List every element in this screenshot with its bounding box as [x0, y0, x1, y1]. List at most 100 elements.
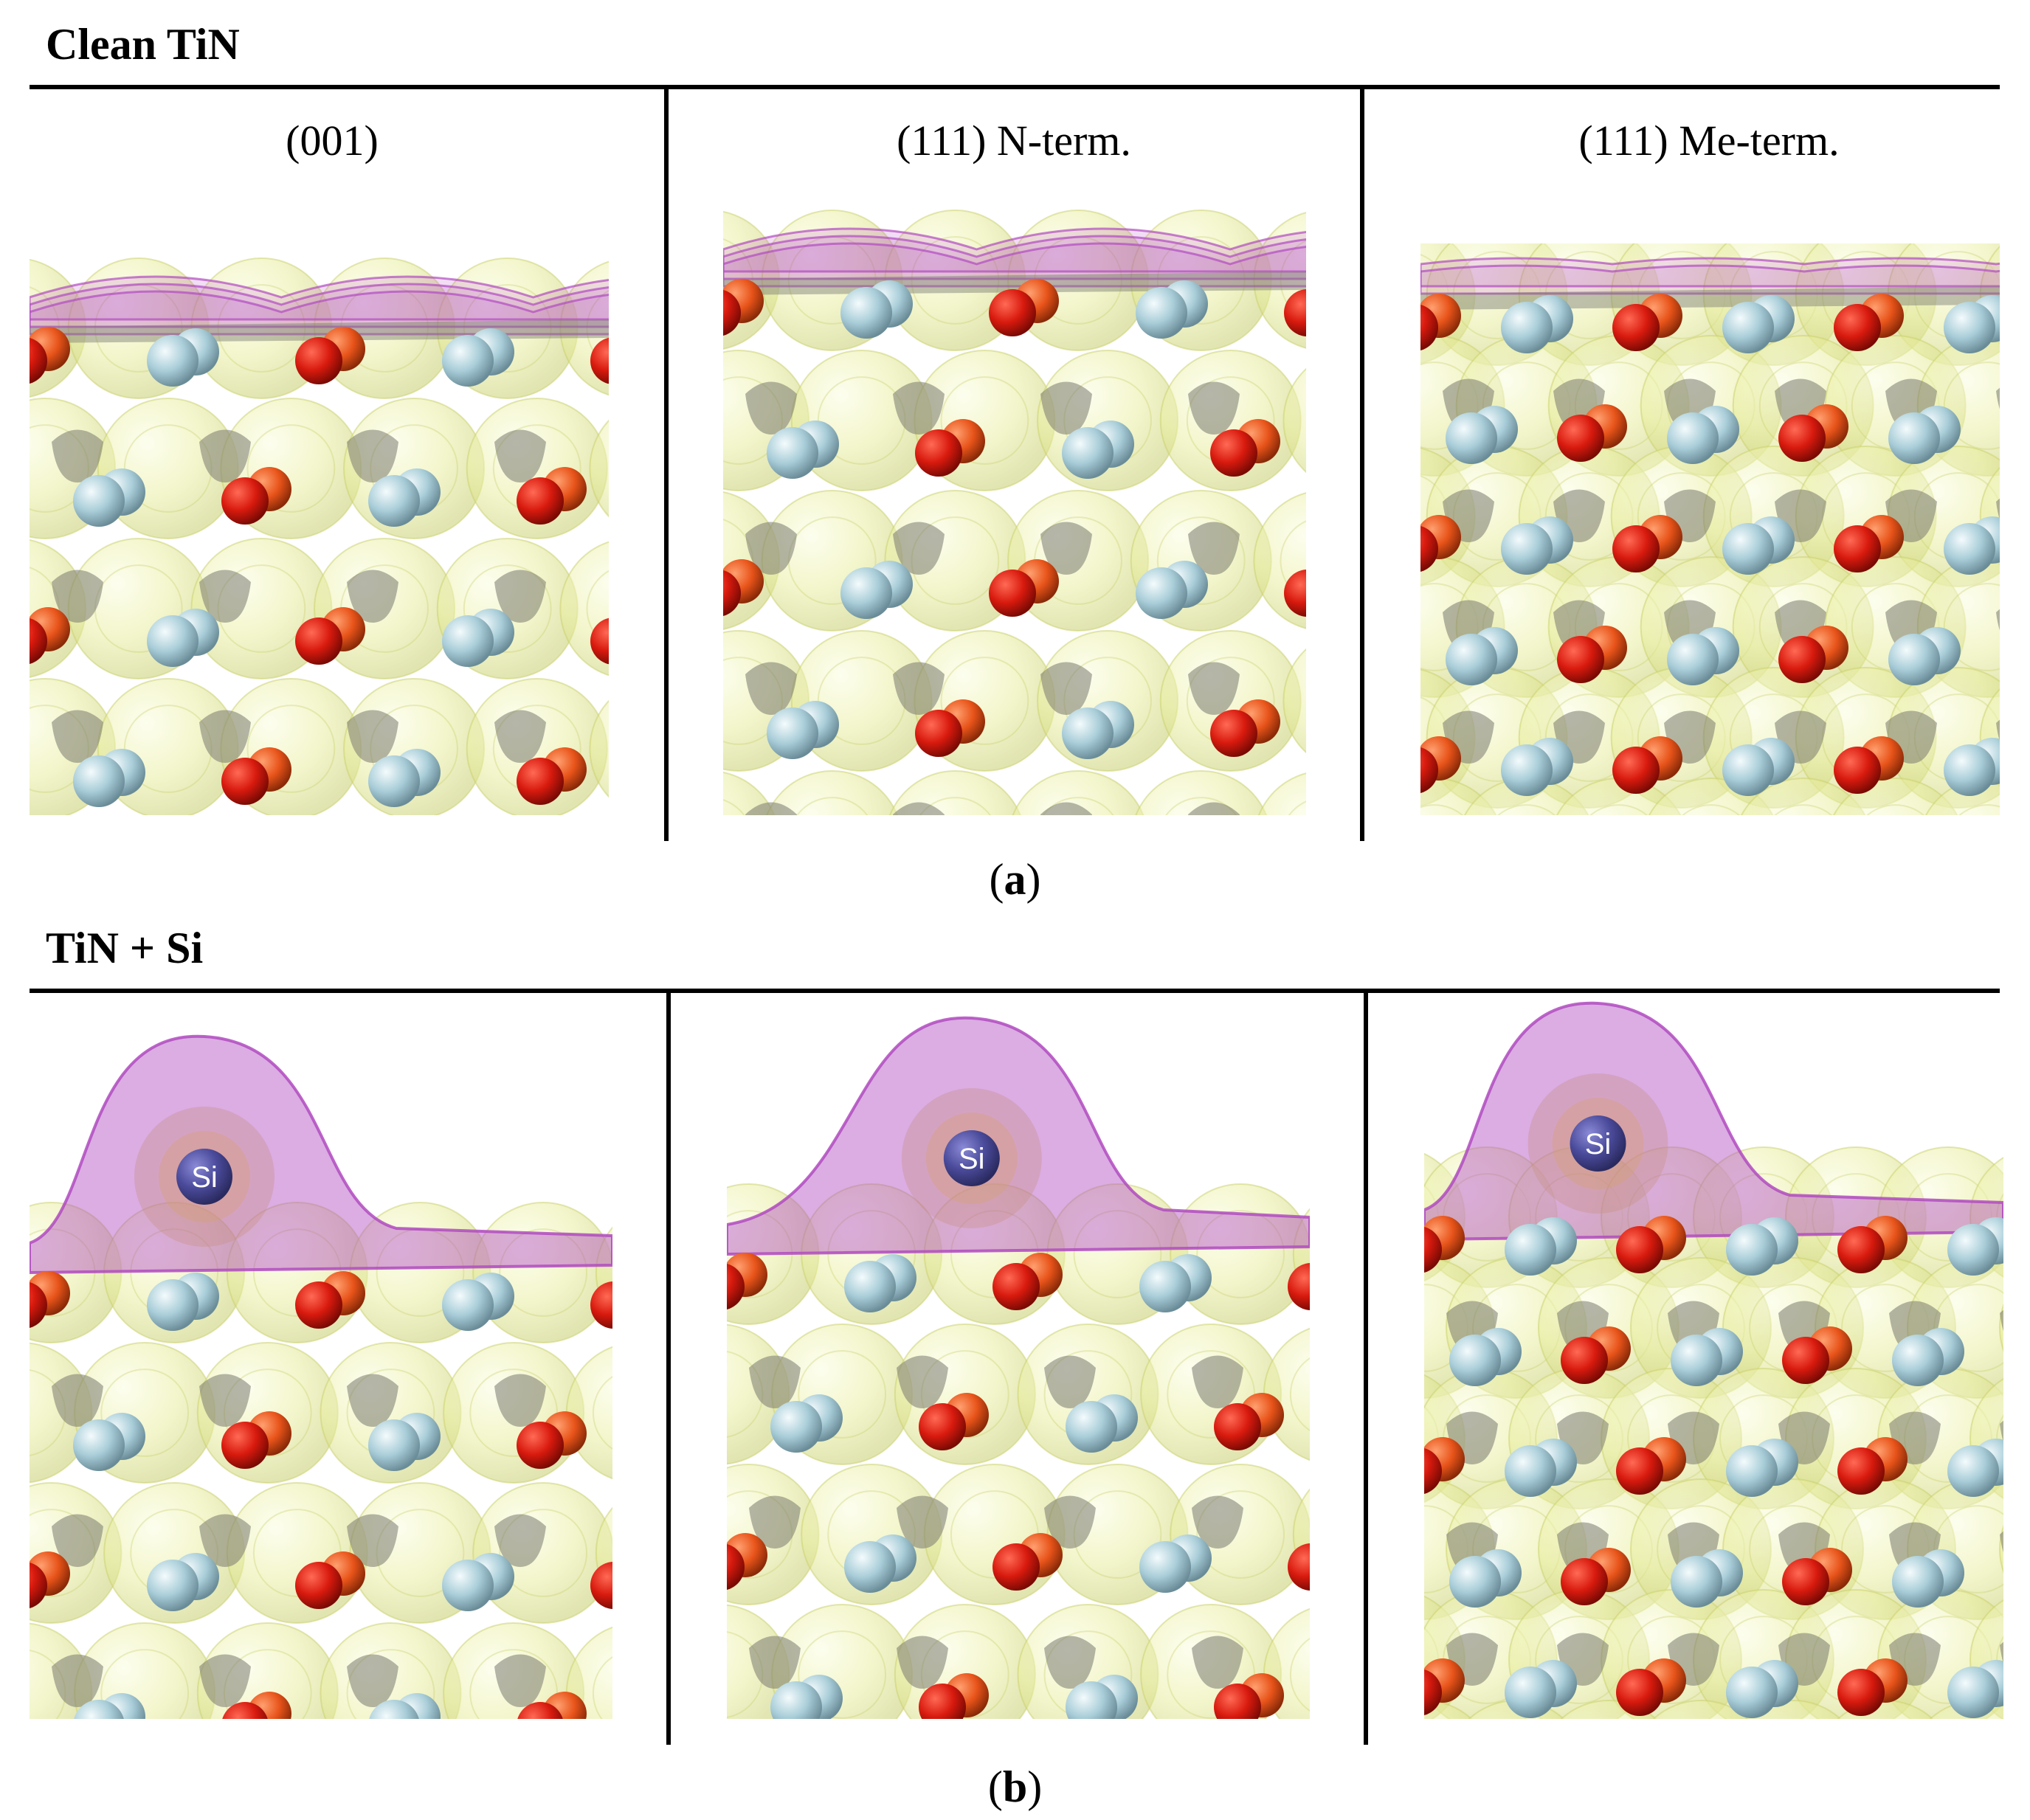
ti-atom — [840, 567, 892, 619]
ti-atom — [1944, 523, 1995, 575]
isosurface-gray — [494, 710, 546, 763]
isosurface-gray — [1040, 381, 1092, 435]
isosurface-gray — [745, 802, 797, 815]
isosurface-gray — [52, 710, 103, 763]
n-atom — [295, 1562, 342, 1609]
isosurface-gray — [897, 1355, 948, 1408]
isosurface-magenta — [723, 242, 1306, 288]
n-atom — [517, 477, 564, 525]
n-atom — [919, 1684, 966, 1719]
n-atom — [992, 1263, 1040, 1310]
ti-atom — [1136, 287, 1187, 339]
ti-atom — [1888, 412, 1940, 464]
isosurface-gray — [745, 662, 797, 715]
n-atom — [727, 1264, 745, 1309]
n-atom — [1420, 305, 1438, 350]
isosurface-gray — [199, 1654, 251, 1707]
ti-atom — [767, 427, 818, 479]
ti-atom — [1671, 1556, 1722, 1608]
isosurface-gray — [893, 522, 945, 575]
n-atom — [1214, 1684, 1261, 1719]
ti-atom — [1667, 412, 1719, 464]
n-atom — [1214, 1403, 1261, 1450]
isosurface-gray — [199, 570, 251, 623]
ti-atom — [1726, 1667, 1778, 1718]
si-adatom-label: Si — [959, 1143, 985, 1175]
n-atom — [1782, 1558, 1829, 1605]
ti-atom — [368, 475, 420, 527]
caption-a: (a) — [989, 855, 1041, 904]
isosurface-gray — [1044, 1636, 1096, 1689]
ti-atom — [1449, 1335, 1501, 1386]
isosurface-gray — [1188, 662, 1240, 715]
ti-atom — [1722, 523, 1774, 575]
isosurface-gray — [494, 1374, 546, 1427]
isosurface-gray — [347, 429, 398, 482]
ti-atom — [442, 1560, 494, 1611]
n-atom — [295, 1281, 342, 1329]
isosurface-gray — [897, 1495, 948, 1549]
panel-b-111-n-term-si: Si — [727, 1011, 1310, 1719]
si-adatom — [176, 1149, 232, 1205]
ti-atom — [1947, 1224, 1999, 1276]
ti-atom — [1667, 634, 1719, 685]
si-adatom — [1570, 1115, 1626, 1172]
isosurface-magenta — [1420, 257, 2000, 288]
isosurface-gray — [494, 1514, 546, 1567]
ti-atom — [1726, 1224, 1778, 1276]
isosurface-gray — [1996, 498, 2000, 520]
isosurface-blob — [766, 770, 899, 815]
isosurface-gray — [2000, 1641, 2003, 1664]
ti-atom — [1062, 707, 1114, 759]
isosurface-magenta-dome — [30, 1034, 612, 1275]
n-atom — [30, 618, 47, 664]
isosurface-gray — [749, 1495, 801, 1549]
ti-atom — [770, 1681, 822, 1719]
n-atom — [989, 570, 1036, 617]
n-atom — [1210, 429, 1257, 477]
divider-top-a — [30, 85, 2000, 89]
ti-atom — [73, 475, 125, 527]
isosurface-gray — [199, 710, 251, 763]
isosurface-gray — [897, 1636, 948, 1689]
isosurface-gray — [199, 1374, 251, 1427]
isosurface-gray — [1040, 802, 1092, 815]
isosurface-gray — [199, 429, 251, 482]
isosurface-blob — [1740, 778, 1866, 815]
ti-atom — [1446, 412, 1497, 464]
n-atom — [517, 758, 564, 805]
n-atom — [1782, 1337, 1829, 1384]
si-adatom-label: Si — [1585, 1128, 1612, 1160]
ti-atom — [369, 1700, 419, 1719]
ti-atom — [844, 1541, 896, 1593]
n-atom — [221, 758, 269, 805]
n-atom — [590, 1281, 612, 1329]
panel-b-111-me-term-si: Si — [1424, 996, 2003, 1719]
ti-atom — [442, 615, 494, 667]
ti-atom — [1888, 634, 1940, 685]
isosurface-blob — [1135, 770, 1268, 815]
isosurface-gray — [1188, 522, 1240, 575]
isosurface-magenta-dome — [727, 1016, 1310, 1256]
n-atom — [221, 1422, 269, 1469]
n-atom — [727, 1544, 745, 1590]
isosurface-gray — [749, 1636, 801, 1689]
ti-atom — [442, 1279, 494, 1331]
n-atom — [221, 477, 269, 525]
n-atom — [723, 290, 741, 336]
ti-atom — [147, 1560, 198, 1611]
isosurface-gray — [2000, 1420, 2003, 1442]
n-atom — [989, 289, 1036, 336]
n-atom — [1561, 1337, 1608, 1384]
n-atom — [30, 338, 47, 384]
ti-atom — [1892, 1335, 1944, 1386]
isosurface-gray — [1996, 719, 2000, 741]
n-atom — [1612, 747, 1660, 794]
column-divider-b2 — [1364, 991, 1368, 1745]
divider-top-b — [30, 989, 2000, 993]
isosurface-magenta — [30, 290, 609, 336]
isosurface-blob — [565, 1346, 612, 1480]
n-atom — [1561, 1558, 1608, 1605]
isosurface-gray — [893, 662, 945, 715]
ti-atom — [1505, 1445, 1556, 1497]
